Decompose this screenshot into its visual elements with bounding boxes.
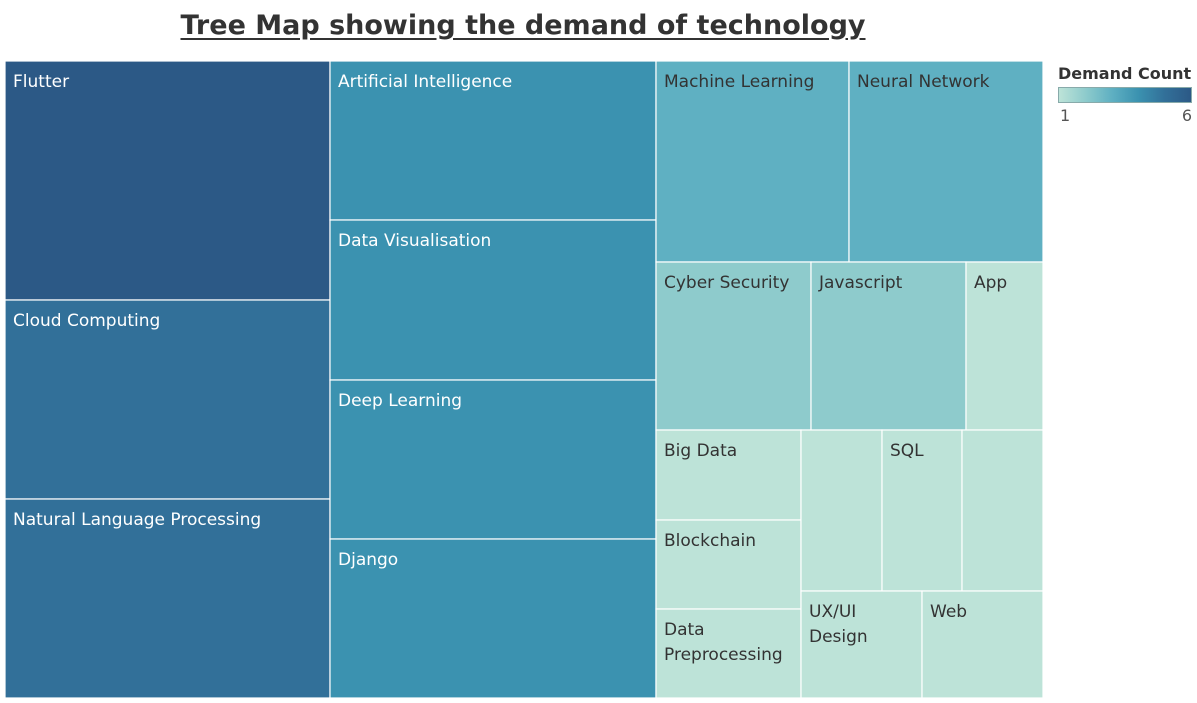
legend-min-label: 1 — [1060, 106, 1071, 125]
legend-title: Demand Count — [1058, 64, 1192, 83]
treemap-label: Neural Network — [857, 72, 990, 92]
treemap-rect[interactable] — [848, 60, 1044, 263]
treemap-rect[interactable] — [961, 429, 1044, 592]
treemap-rect[interactable] — [4, 498, 331, 699]
treemap-tile-unlabeled-17[interactable] — [961, 429, 1044, 592]
treemap-tile-machine-learning[interactable]: Machine Learning — [655, 60, 850, 263]
treemap-label: Django — [338, 550, 398, 570]
legend-gradient-bar — [1058, 87, 1192, 103]
treemap-tile-flutter[interactable]: Flutter — [4, 60, 331, 301]
treemap-label: Cyber Security — [664, 273, 789, 293]
treemap-rect[interactable] — [810, 261, 967, 431]
treemap-label: UX/UI Design — [809, 602, 868, 647]
treemap-rect[interactable] — [881, 429, 963, 592]
treemap-rect[interactable] — [800, 429, 883, 592]
treemap-label: Deep Learning — [338, 391, 462, 411]
treemap-rect[interactable] — [4, 299, 331, 500]
treemap-tile-natural-language-processing[interactable]: Natural Language Processing — [4, 498, 331, 699]
treemap-rect[interactable] — [329, 60, 657, 221]
treemap-label: Flutter — [13, 72, 69, 92]
treemap-tile-web[interactable]: Web — [921, 590, 1044, 699]
treemap-tile-javascript[interactable]: Javascript — [810, 261, 967, 431]
treemap-label: Web — [930, 602, 967, 622]
treemap-tile-neural-network[interactable]: Neural Network — [848, 60, 1044, 263]
chart-title: Tree Map showing the demand of technolog… — [180, 10, 866, 41]
treemap-tile-django[interactable]: Django — [329, 538, 657, 699]
treemap-tile-data-preprocessing[interactable]: Data Preprocessing — [655, 608, 802, 699]
treemap-rect[interactable] — [800, 590, 923, 699]
treemap-label: Machine Learning — [664, 72, 814, 92]
treemap-tile-unlabeled-15[interactable] — [800, 429, 883, 592]
treemap-label: Data Visualisation — [338, 231, 491, 251]
treemap-tile-cloud-computing[interactable]: Cloud Computing — [4, 299, 331, 500]
treemap-rect[interactable] — [655, 261, 812, 431]
treemap-rect[interactable] — [655, 608, 802, 699]
treemap-label: App — [974, 273, 1007, 293]
treemap-label: SQL — [890, 441, 924, 461]
treemap-rect[interactable] — [329, 219, 657, 381]
treemap-tile-ux-ui-design[interactable]: UX/UI Design — [800, 590, 923, 699]
treemap-label: Natural Language Processing — [13, 510, 261, 530]
treemap-tile-cyber-security[interactable]: Cyber Security — [655, 261, 812, 431]
treemap-tile-deep-learning[interactable]: Deep Learning — [329, 379, 657, 540]
treemap-tile-data-visualisation[interactable]: Data Visualisation — [329, 219, 657, 381]
treemap-label: Cloud Computing — [13, 311, 160, 331]
treemap-tile-artificial-intelligence[interactable]: Artificial Intelligence — [329, 60, 657, 221]
treemap-label: Data Preprocessing — [664, 620, 783, 665]
treemap-tile-sql[interactable]: SQL — [881, 429, 963, 592]
treemap-label: Artificial Intelligence — [338, 72, 512, 92]
treemap-rect[interactable] — [4, 60, 331, 301]
color-legend: Demand Count 1 6 — [1058, 64, 1194, 125]
legend-max-label: 6 — [1181, 106, 1192, 125]
treemap-tile-blockchain[interactable]: Blockchain — [655, 519, 802, 610]
treemap-rect[interactable] — [655, 519, 802, 610]
treemap-rect[interactable] — [329, 538, 657, 699]
legend-ticks: 1 6 — [1058, 103, 1194, 125]
treemap-rect[interactable] — [921, 590, 1044, 699]
treemap-label: Blockchain — [664, 531, 756, 551]
treemap-tile-big-data[interactable]: Big Data — [655, 429, 802, 521]
treemap-rect[interactable] — [655, 429, 802, 521]
treemap-label: Big Data — [664, 441, 737, 461]
treemap-tile-app[interactable]: App — [965, 261, 1044, 431]
treemap-rect[interactable] — [655, 60, 850, 263]
treemap-label: Javascript — [818, 273, 903, 293]
